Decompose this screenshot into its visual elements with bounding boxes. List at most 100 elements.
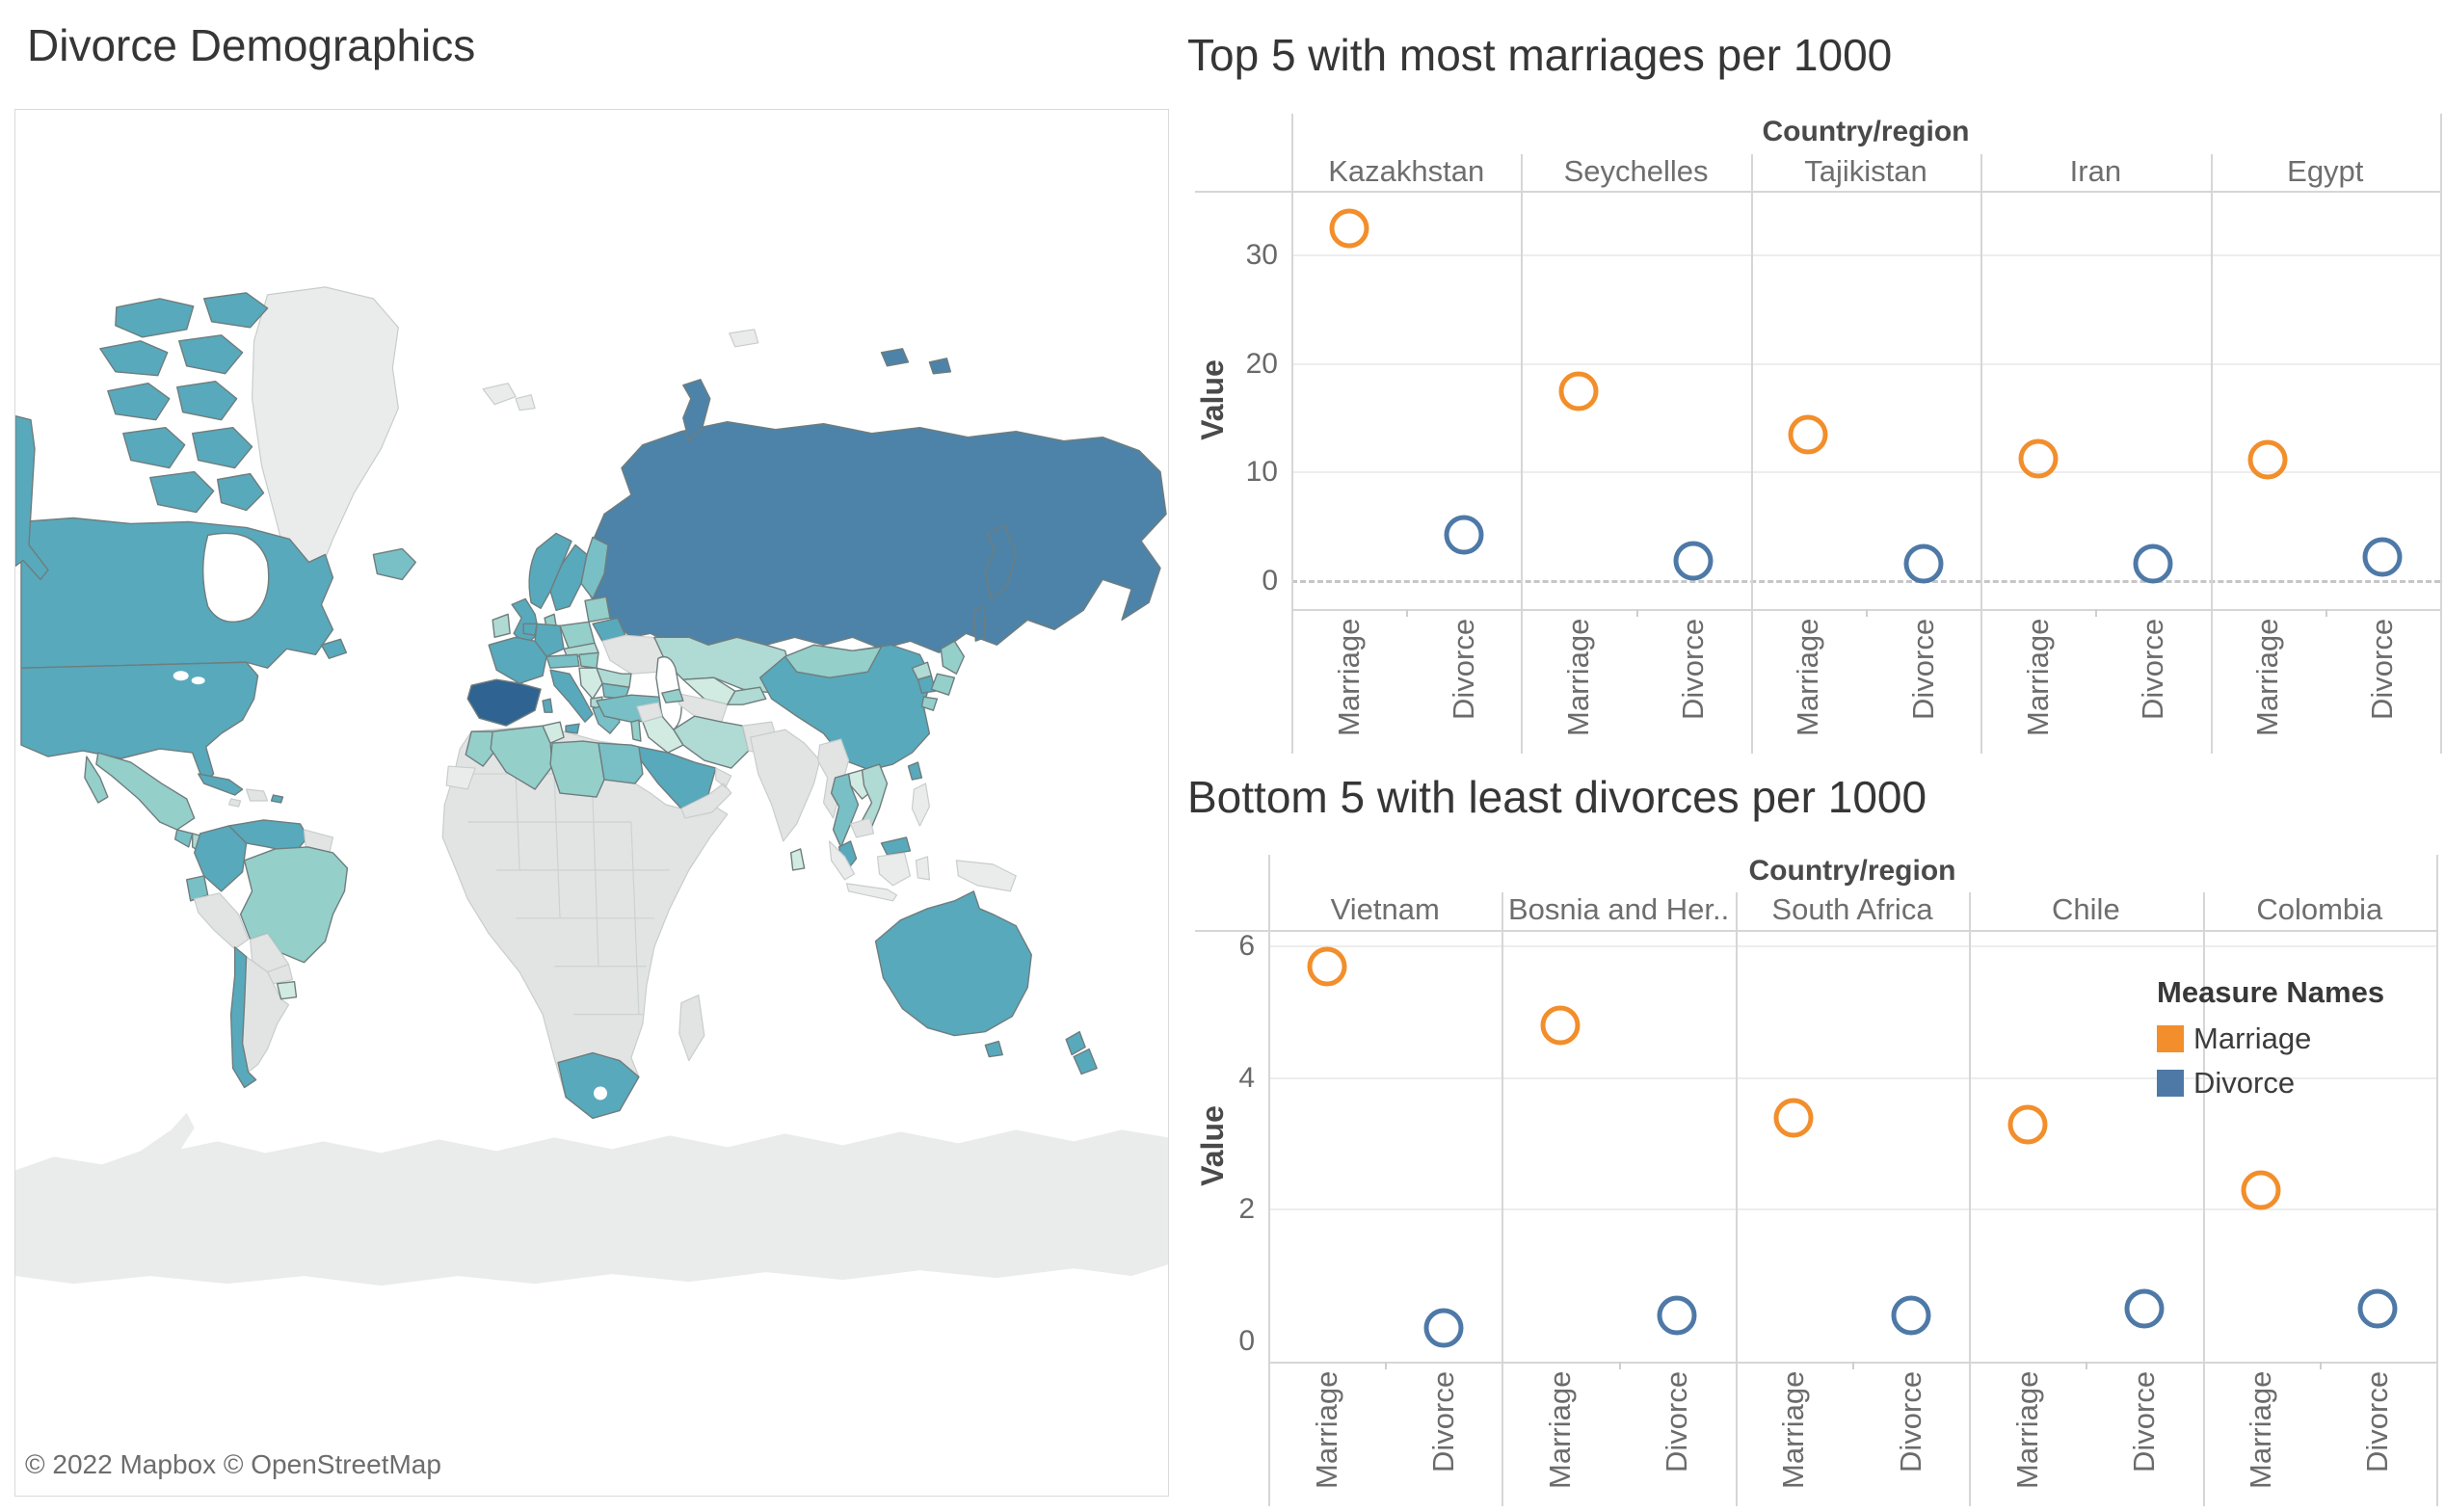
country-levant[interactable] [630, 719, 642, 742]
panel-header-egypt[interactable]: Egypt [2287, 154, 2364, 188]
country-canada-newfoundland[interactable] [320, 638, 348, 659]
country-tajikistan[interactable] [727, 686, 767, 705]
dot-divorce-tajikistan[interactable] [1903, 544, 1944, 584]
region-greenland[interactable] [251, 286, 399, 601]
country-jamaica[interactable] [228, 798, 242, 808]
country-chile[interactable] [229, 946, 257, 1089]
country-canada[interactable] [20, 517, 334, 669]
country-russia-kamchatka[interactable] [984, 524, 1017, 600]
country-thailand[interactable] [830, 773, 860, 848]
country-western-sahara[interactable] [445, 765, 476, 790]
panel-header-bosnia-and-her-[interactable]: Bosnia and Her.. [1507, 892, 1730, 926]
country-yemen-oman[interactable] [680, 767, 732, 819]
country-taiwan[interactable] [907, 761, 923, 781]
country-libya[interactable] [549, 740, 605, 798]
country-bosnia-balkans[interactable] [578, 667, 603, 700]
dot-divorce-vietnam[interactable] [1423, 1308, 1464, 1348]
country-egypt[interactable] [598, 742, 644, 784]
panel-header-vietnam[interactable]: Vietnam [1330, 892, 1440, 926]
dot-marriage-tajikistan[interactable] [1788, 414, 1828, 455]
country-sri-lanka[interactable] [789, 848, 806, 871]
dot-marriage-bosnia-and-her-[interactable] [1540, 1005, 1581, 1046]
country-guatemala[interactable] [174, 829, 194, 848]
country-puerto-rico[interactable] [270, 794, 284, 804]
dot-marriage-south-africa[interactable] [1773, 1098, 1814, 1138]
country-germany[interactable] [534, 623, 565, 657]
dot-marriage-kazakhstan[interactable] [1329, 208, 1369, 249]
country-benelux[interactable] [522, 623, 538, 636]
country-hungary[interactable] [578, 651, 599, 669]
dot-divorce-seychelles[interactable] [1673, 541, 1714, 581]
country-tasmania[interactable] [984, 1040, 1003, 1058]
country-canada-arctic[interactable] [99, 292, 269, 514]
country-mongolia[interactable] [784, 644, 883, 678]
panel-header-chile[interactable]: Chile [2052, 892, 2120, 926]
region-africa[interactable] [441, 725, 729, 1120]
country-france[interactable] [488, 636, 547, 684]
panel-header-seychelles[interactable]: Seychelles [1563, 154, 1709, 188]
country-colombia[interactable] [193, 825, 248, 892]
country-russia[interactable] [590, 420, 1167, 653]
panel-header-kazakhstan[interactable]: Kazakhstan [1328, 154, 1485, 188]
country-italy[interactable] [542, 669, 594, 734]
dot-divorce-bosnia-and-her-[interactable] [1657, 1295, 1697, 1336]
dot-marriage-iran[interactable] [2018, 438, 2059, 479]
country-australia[interactable] [874, 890, 1032, 1037]
country-new-guinea[interactable] [955, 860, 1017, 892]
gridline-6 [1268, 945, 2436, 948]
country-russia-islands[interactable] [682, 348, 952, 442]
country-ecuador[interactable] [186, 875, 209, 902]
country-cambodia[interactable] [849, 817, 875, 838]
country-madagascar[interactable] [678, 995, 705, 1062]
country-austria-swiss[interactable] [545, 653, 580, 669]
country-mexico[interactable] [84, 752, 196, 831]
panel-header-south-africa[interactable]: South Africa [1771, 892, 1933, 926]
country-philippines[interactable] [911, 783, 931, 827]
legend-item-divorce[interactable]: Divorce [2157, 1066, 2384, 1101]
country-spain[interactable] [466, 678, 542, 727]
country-south-africa[interactable] [557, 1051, 640, 1120]
dot-marriage-colombia[interactable] [2241, 1170, 2281, 1210]
country-peru[interactable] [194, 892, 250, 950]
dot-divorce-kazakhstan[interactable] [1444, 515, 1484, 555]
dot-divorce-colombia[interactable] [2357, 1288, 2398, 1329]
region-antarctica[interactable] [15, 1112, 1168, 1287]
legend-item-marriage[interactable]: Marriage [2157, 1021, 2384, 1056]
country-uruguay[interactable] [276, 980, 298, 1000]
country-iceland[interactable] [372, 547, 417, 581]
axis-right-border [2440, 114, 2442, 754]
country-baltics[interactable] [584, 596, 611, 623]
region-svalbard[interactable] [482, 329, 759, 411]
world-map-svg[interactable] [15, 110, 1168, 1496]
dot-marriage-vietnam[interactable] [1307, 946, 1347, 987]
country-venezuela[interactable] [227, 819, 309, 854]
panel-header-iran[interactable]: Iran [2069, 154, 2122, 188]
country-hispaniola[interactable] [246, 788, 269, 802]
country-usa[interactable] [20, 661, 259, 784]
panel-header-tajikistan[interactable]: Tajikistan [1804, 154, 1927, 188]
country-cuba[interactable] [197, 773, 244, 796]
panel-center-tick [1635, 609, 1638, 617]
country-india[interactable] [750, 729, 821, 842]
dot-marriage-chile[interactable] [2007, 1104, 2048, 1145]
country-tunisia[interactable] [542, 721, 565, 744]
country-japan[interactable] [920, 640, 966, 711]
dot-divorce-chile[interactable] [2124, 1288, 2165, 1329]
country-indonesia[interactable] [828, 840, 931, 902]
country-caucasus[interactable] [661, 688, 684, 703]
country-ireland[interactable] [492, 613, 511, 638]
country-syria[interactable] [636, 702, 663, 723]
map-attribution[interactable]: © 2022 Mapbox © OpenStreetMap [15, 1444, 459, 1488]
dot-divorce-south-africa[interactable] [1891, 1295, 1931, 1336]
dot-divorce-iran[interactable] [2133, 544, 2173, 584]
world-map[interactable]: © 2022 Mapbox © OpenStreetMap [14, 109, 1169, 1497]
country-morocco[interactable] [465, 730, 497, 767]
panel-header-colombia[interactable]: Colombia [2256, 892, 2383, 926]
dot-marriage-seychelles[interactable] [1558, 371, 1599, 411]
dot-marriage-egypt[interactable] [2247, 439, 2288, 480]
dot-divorce-egypt[interactable] [2362, 537, 2403, 577]
country-new-zealand[interactable] [1065, 1030, 1098, 1075]
country-russia-sakhalin[interactable] [972, 605, 987, 642]
country-usa-alaska[interactable] [15, 414, 49, 581]
country-myanmar[interactable] [817, 738, 850, 819]
